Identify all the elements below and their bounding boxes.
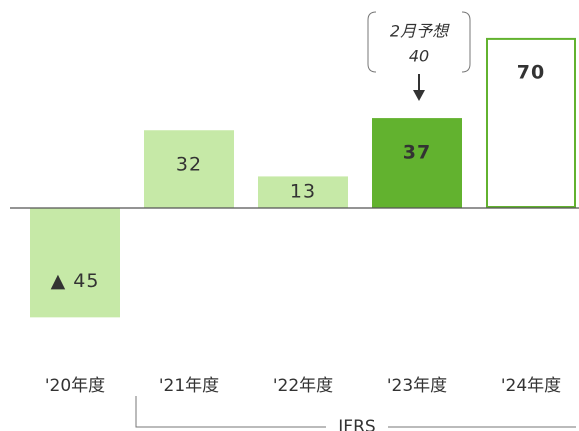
annotation-text: 2月予想	[390, 22, 450, 41]
group-bracket	[135, 396, 576, 428]
bar	[258, 176, 348, 209]
value-label: 13	[290, 181, 316, 203]
annotation-bracket	[367, 11, 471, 73]
value-label: 70	[517, 61, 545, 83]
x-tick-label: '21年度	[159, 376, 219, 396]
x-tick-label: '24年度	[501, 376, 561, 396]
x-tick-label: '22年度	[273, 376, 333, 396]
value-label: 32	[176, 154, 202, 176]
bar	[486, 37, 576, 209]
value-label: ▲ 45	[51, 270, 100, 292]
bar	[144, 130, 234, 209]
annotation-value: 40	[409, 47, 429, 66]
x-tick-label: '23年度	[387, 376, 447, 396]
group-label: IFRS	[338, 417, 375, 431]
x-tick-label: '20年度	[45, 376, 105, 396]
bar	[372, 118, 462, 208]
annotation-arrowhead	[413, 90, 425, 101]
bar	[30, 208, 120, 318]
value-label: 37	[403, 142, 431, 164]
